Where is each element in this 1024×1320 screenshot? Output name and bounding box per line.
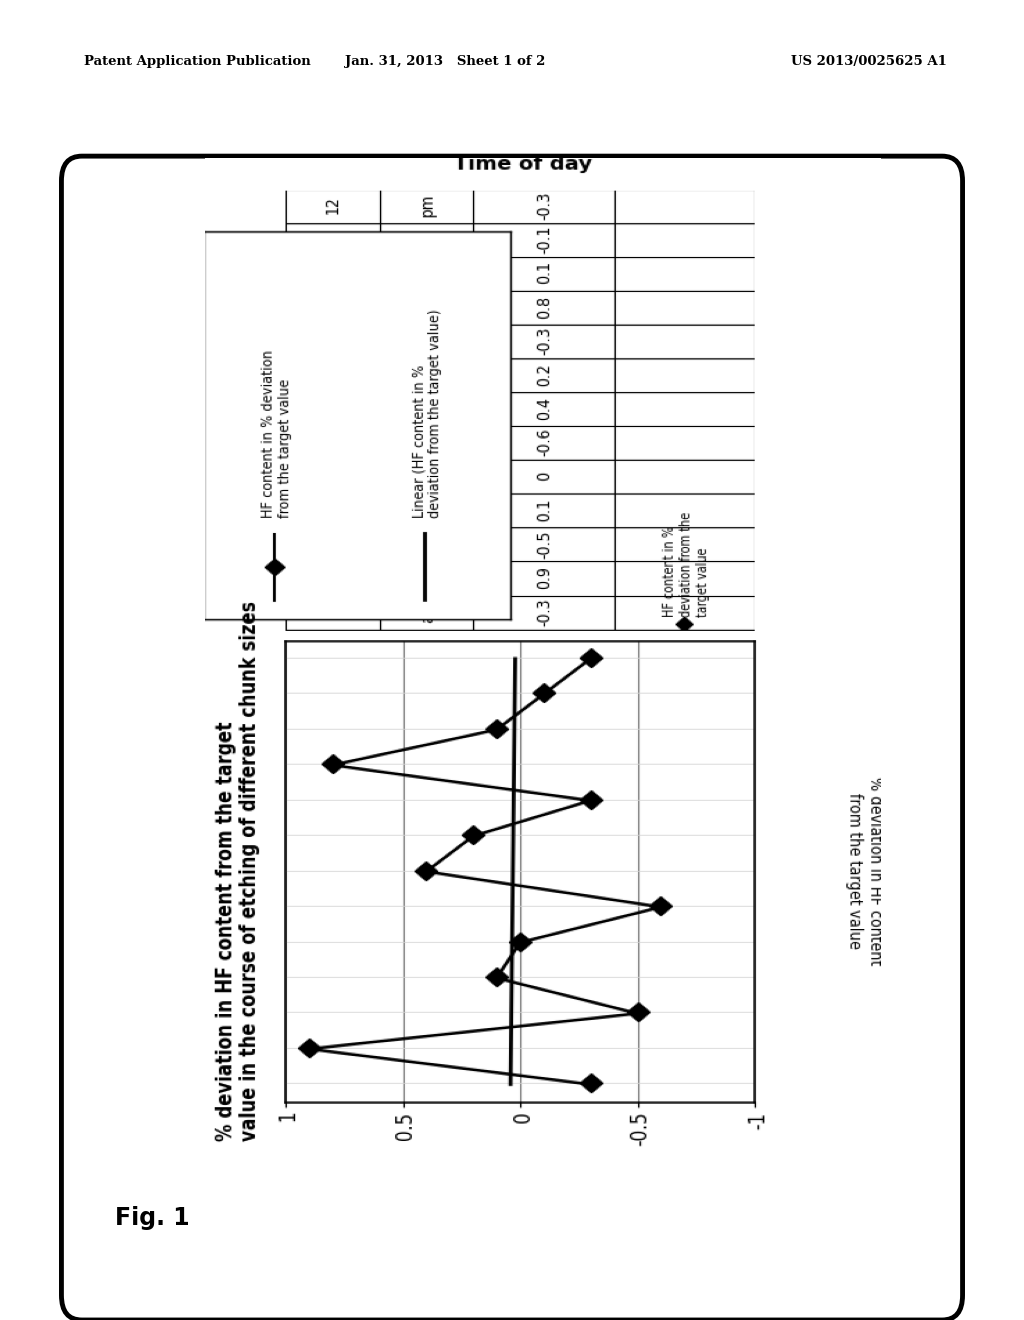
Text: Fig. 1: Fig. 1 — [115, 1206, 189, 1230]
Text: Jan. 31, 2013   Sheet 1 of 2: Jan. 31, 2013 Sheet 1 of 2 — [345, 55, 546, 69]
Text: Patent Application Publication: Patent Application Publication — [84, 55, 310, 69]
FancyBboxPatch shape — [61, 156, 963, 1320]
Text: US 2013/0025625 A1: US 2013/0025625 A1 — [792, 55, 947, 69]
